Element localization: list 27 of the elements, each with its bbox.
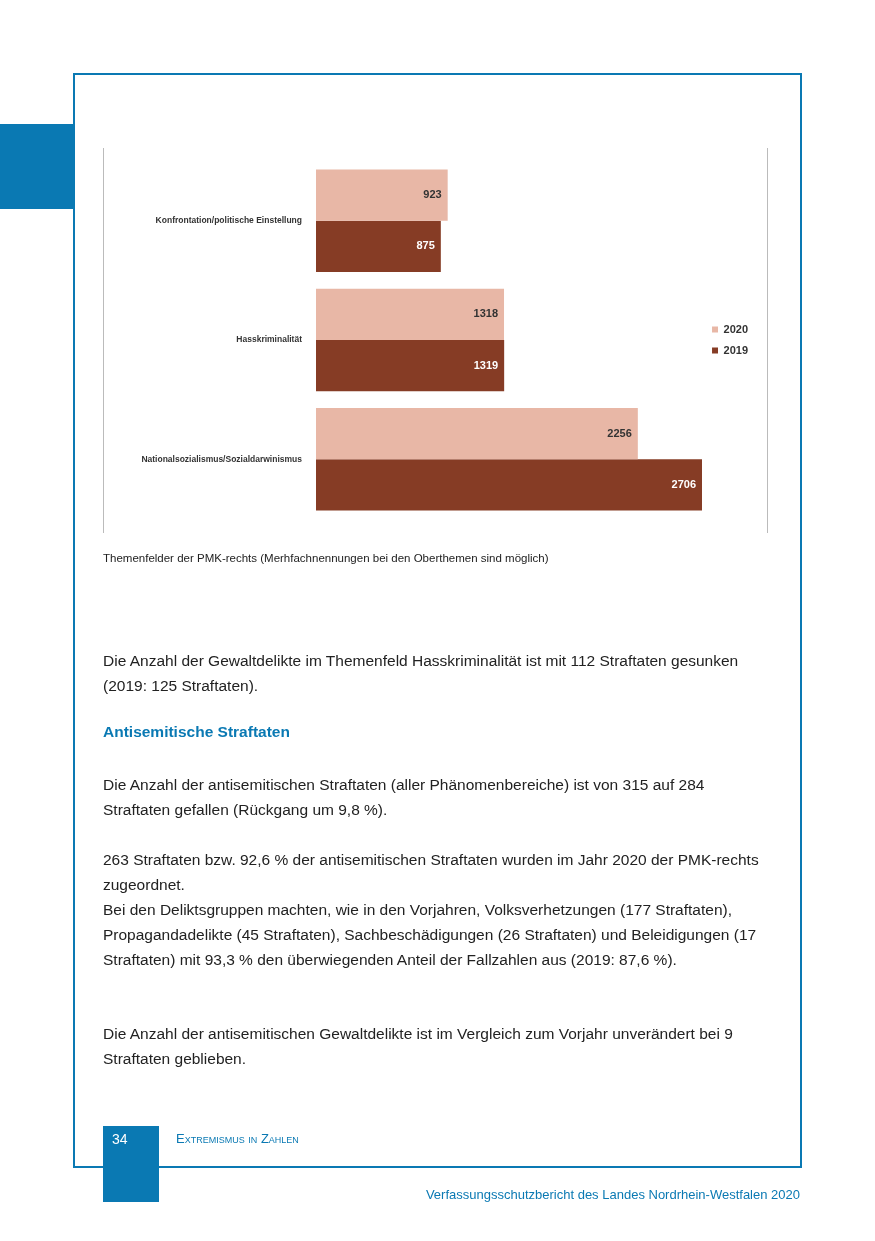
text: Extremismus in Zahlen — [176, 1131, 300, 1146]
data-label: 875 — [416, 239, 435, 252]
text: Die Anzahl der Gewaltdelikte im Themenfeld Hasskriminalität ist mit 112 Straftaten gesunken (2019: 125 Straftaten). — [103, 651, 740, 696]
y-tick-label: Konfrontation/politische Einstellung — [155, 215, 302, 226]
text: 263 Straftaten bzw. 92,6 % der antisemitischen Straftaten wurden im Jahr 2020 der PMK-rechts zugeordnet. — [103, 850, 760, 895]
text: Bei den Deliktsgruppen machten, wie in den Vorjahren, Volksverhetzungen (177 Straftaten), Propagandadelikte (45 Straftaten), Sachbeschädigungen (26 Straftaten) und Beleidigungen (17 Straftaten) mit 93,3 % den überwiegenden Anteil der Fallzahlen aus (2019: 87,6 %). — [103, 900, 758, 970]
data-label: 1319 — [473, 358, 499, 371]
text: Die Anzahl der antisemitischen Straftaten (aller Phänomenbereiche) ist von 315 auf 284 Straftaten gefallen (Rückgang um 9,8 %). — [103, 775, 706, 820]
bar — [316, 340, 505, 392]
bar — [316, 459, 703, 511]
data-label: 923 — [423, 188, 442, 201]
bar — [316, 407, 638, 460]
bar — [316, 220, 441, 273]
data-label: 2706 — [671, 477, 697, 490]
legend-label: 2020 — [723, 322, 749, 335]
legend-label: 2019 — [723, 343, 749, 356]
text: Verfassungsschutzbericht des Landes Nordrhein-Westfalen 2020 — [424, 1187, 800, 1202]
bar — [316, 288, 505, 340]
bar — [316, 169, 448, 221]
text: 34 — [112, 1131, 129, 1147]
text: Antisemitische Straftaten — [103, 723, 291, 741]
text: Themenfelder der PMK-rechts (Merhfachnennungen bei den Oberthemen sind möglich) — [103, 552, 550, 564]
data-label: 2256 — [607, 426, 632, 439]
y-tick-label: Nationalsozialismus/Sozialdarwinismus — [141, 453, 303, 464]
data-label: 1318 — [473, 307, 499, 320]
y-tick-label: Hasskriminalität — [236, 334, 303, 345]
text: Die Anzahl der antisemitischen Gewaltdelikte ist im Vergleich zum Vorjahr unverändert bei 9 Straftaten geblieben. — [103, 1024, 734, 1069]
